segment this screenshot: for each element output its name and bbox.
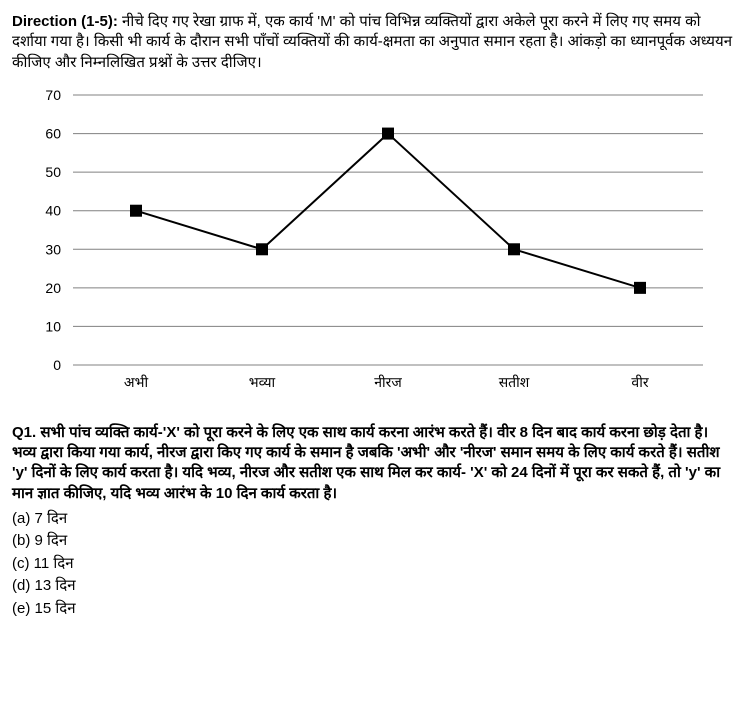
options-list: (a) 7 दिन (b) 9 दिन (c) 11 दिन (d) 13 दि… <box>12 508 734 621</box>
option-c: (c) 11 दिन <box>12 553 734 576</box>
question-text: Q1. सभी पांच व्यक्ति कार्य-'X' को पूरा क… <box>12 423 734 504</box>
direction-text: Direction (1-5): नीचे दिए गए रेखा ग्राफ … <box>12 12 734 73</box>
svg-text:0: 0 <box>53 357 61 373</box>
line-chart: 0 10 20 30 40 50 60 70 अभी भव्या नीरज सतीश वीर <box>23 85 723 405</box>
svg-text:अभी: अभी <box>124 374 149 390</box>
svg-text:वीर: वीर <box>631 374 648 390</box>
option-b: (b) 9 दिन <box>12 530 734 553</box>
svg-text:नीरज: नीरज <box>374 374 402 390</box>
svg-text:20: 20 <box>45 280 61 296</box>
direction-prefix: Direction (1-5): <box>12 13 122 30</box>
svg-text:70: 70 <box>45 87 61 103</box>
svg-text:30: 30 <box>45 241 61 257</box>
svg-text:50: 50 <box>45 164 61 180</box>
svg-text:भव्या: भव्या <box>249 374 276 390</box>
option-a: (a) 7 दिन <box>12 508 734 531</box>
option-e: (e) 15 दिन <box>12 598 734 621</box>
svg-text:40: 40 <box>45 202 61 218</box>
option-d: (d) 13 दिन <box>12 575 734 598</box>
svg-text:10: 10 <box>45 318 61 334</box>
svg-text:60: 60 <box>45 125 61 141</box>
chart-svg: 0 10 20 30 40 50 60 70 अभी भव्या नीरज सतीश वीर <box>23 85 723 405</box>
svg-text:सतीश: सतीश <box>499 374 530 390</box>
